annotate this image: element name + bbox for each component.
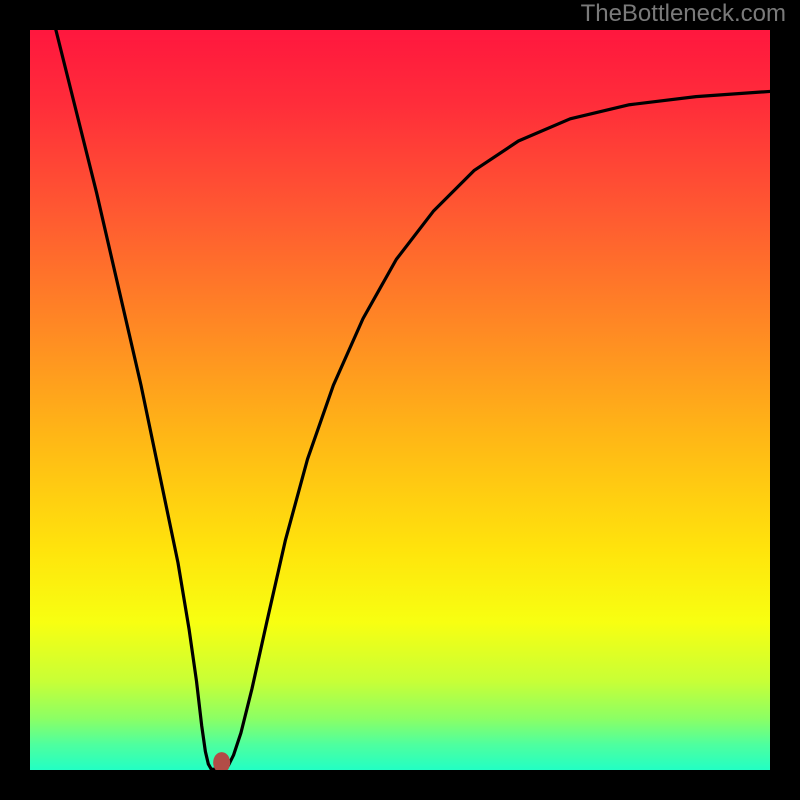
optimum-marker — [30, 30, 770, 770]
plot-area — [30, 30, 770, 770]
outer-frame: TheBottleneck.com — [0, 0, 800, 800]
watermark: TheBottleneck.com — [581, 0, 786, 28]
